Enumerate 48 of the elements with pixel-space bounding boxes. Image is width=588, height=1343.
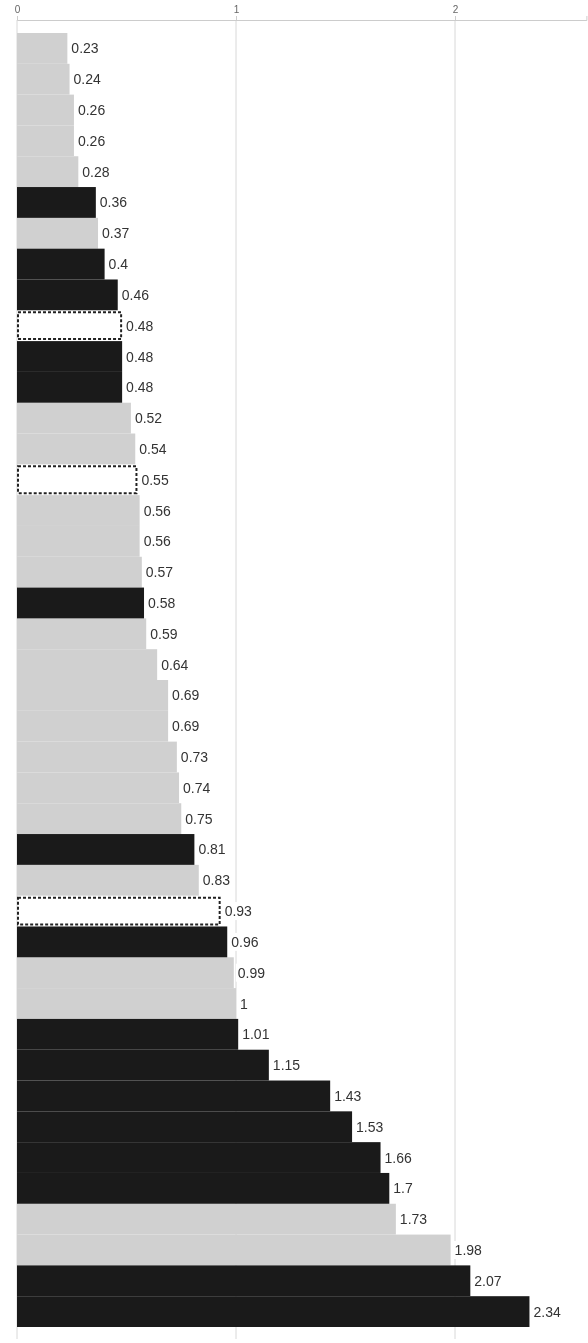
data-label: 0.48 [126, 379, 154, 396]
data-label: 1 [240, 995, 248, 1012]
x-tick-label: 0 [14, 4, 21, 15]
data-label: 0.23 [71, 40, 99, 57]
data-label: 1.53 [356, 1118, 384, 1135]
data-label: 0.48 [126, 348, 154, 365]
data-label: 0.56 [143, 533, 172, 550]
data-label: 1.7 [393, 1180, 413, 1197]
data-label: 0.99 [237, 964, 266, 981]
x-tick-label: 1 [233, 4, 240, 15]
bar [17, 587, 145, 619]
data-label: 0.73 [180, 749, 209, 766]
data-label: 0.69 [172, 687, 200, 704]
bar [17, 834, 195, 865]
x-tick-label: 2 [452, 4, 459, 15]
data-label: 0.58 [148, 594, 176, 611]
bar [17, 187, 96, 218]
data-label: 1.43 [334, 1087, 362, 1104]
data-label: 0.52 [134, 410, 163, 427]
data-label: 0.69 [172, 718, 200, 735]
data-label: 2.34 [533, 1303, 561, 1320]
data-label: 0.75 [185, 810, 213, 827]
data-label: 0.37 [102, 225, 130, 242]
data-label: 0.48 [126, 317, 154, 334]
data-label: 1.98 [454, 1241, 483, 1258]
data-label: 0.56 [143, 502, 172, 519]
data-label: 0.64 [161, 656, 189, 673]
data-label: 0.36 [99, 194, 128, 211]
data-label: 1.66 [384, 1149, 412, 1166]
data-label: 0.74 [183, 779, 211, 796]
data-label: 1.73 [399, 1211, 428, 1228]
data-label: 0.96 [231, 933, 259, 950]
data-label: 0.28 [82, 163, 110, 180]
data-label: 0.54 [139, 440, 167, 457]
data-label: 0.81 [198, 841, 226, 858]
data-label: 0.46 [121, 286, 150, 303]
data-label: 0.93 [224, 903, 253, 920]
data-label: 0.24 [73, 71, 102, 88]
data-label: 2.07 [474, 1272, 502, 1289]
data-label: 0.55 [141, 471, 169, 488]
data-label: 0.59 [150, 625, 178, 642]
data-label: 1.15 [272, 1057, 301, 1074]
data-label: 0.4 [108, 256, 129, 273]
data-label: 0.83 [202, 872, 231, 889]
data-label: 0.57 [145, 564, 174, 581]
data-label: 0.26 [77, 132, 106, 149]
data-label: 1.01 [242, 1026, 270, 1043]
data-label: 0.26 [77, 102, 106, 119]
